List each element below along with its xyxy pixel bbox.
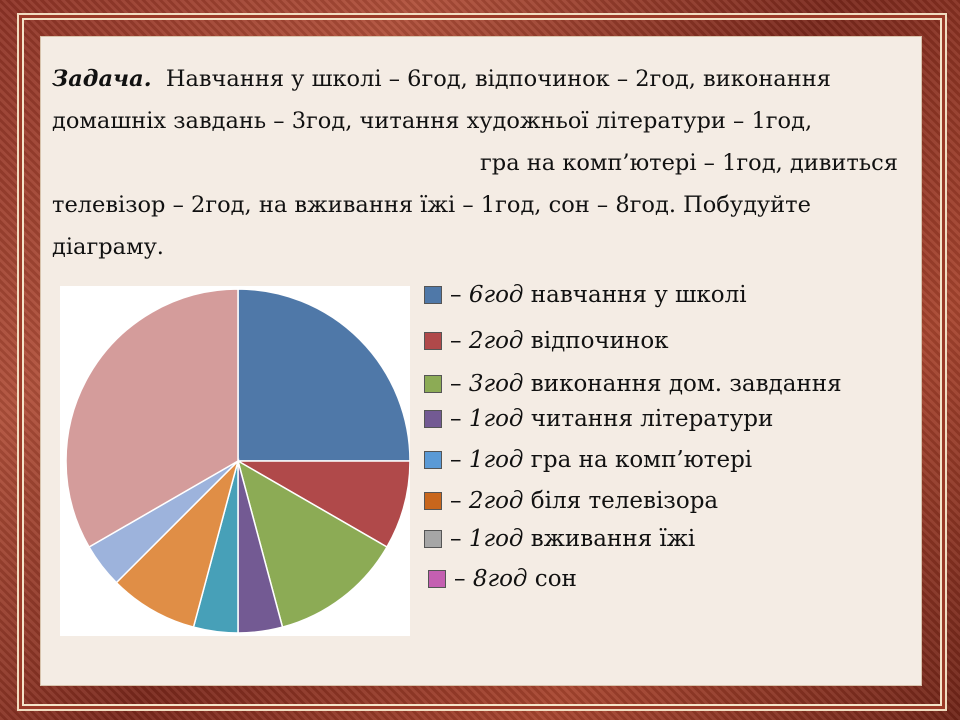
legend-activity: біля телевізора [523, 488, 719, 514]
legend-amount: 3год [468, 371, 524, 397]
legend-entry: – 1год читання літератури [424, 404, 773, 434]
task-line-3: гра на комп’ютері – 1год, дивиться [480, 150, 898, 176]
legend-swatch [424, 375, 442, 393]
legend-activity: відпочинок [523, 328, 669, 354]
task-line-1: Задача. Навчання у школі – 6год, відпочи… [52, 58, 952, 100]
legend-swatch [428, 570, 446, 588]
task-line-4: телевізор – 2год, на вживання їжі – 1год… [52, 192, 811, 218]
legend-amount: 2год [468, 328, 524, 354]
legend-label: – 2год біля телевізора [450, 488, 719, 514]
legend-activity: читання літератури [523, 406, 774, 432]
legend-label: – 8год сон [454, 566, 577, 592]
pie-slice-2 [235, 460, 411, 549]
legend-amount: 1год [468, 447, 524, 473]
legend-activity: гра на комп’ютері [523, 447, 753, 473]
legend-activity: вживання їжі [523, 526, 696, 552]
legend-swatch [424, 451, 442, 469]
legend-label: – 2год відпочинок [450, 328, 669, 354]
legend-entry: – 2год біля телевізора [424, 486, 718, 516]
legend-amount: 8год [472, 566, 528, 592]
legend-entry: – 2год відпочинок [424, 326, 669, 356]
legend-activity: виконання дом. завдання [523, 371, 842, 397]
legend-amount: 1год [468, 526, 524, 552]
legend-activity: сон [527, 566, 577, 592]
legend-label: – 1год вживання їжі [450, 526, 696, 552]
task-line-5: діаграму. [52, 234, 164, 260]
pie-slice-1 [237, 288, 411, 462]
frame-border [22, 18, 942, 706]
legend-label: – 6год навчання у школі [450, 282, 747, 308]
legend-swatch [424, 492, 442, 510]
legend-label: – 1год гра на комп’ютері [450, 447, 753, 473]
task-line-2: домашніх завдань – 3год, читання художнь… [52, 108, 813, 134]
pie-slice-8 [65, 288, 239, 549]
legend-swatch [424, 410, 442, 428]
legend-entry: – 6год навчання у школі [424, 280, 747, 310]
legend-amount: 1год [468, 406, 524, 432]
task-text: Задача. Навчання у школі – 6год, відпочи… [52, 58, 952, 268]
pie-slice-3 [236, 459, 388, 629]
legend-entry: – 3год виконання дом. завдання [424, 369, 842, 399]
task-heading: Задача. [52, 66, 152, 92]
legend-entry: – 1год вживання їжі [424, 524, 695, 554]
legend-entry: – 8год сон [428, 564, 577, 594]
pie-slice-6 [115, 458, 240, 629]
legend-activity: навчання у школі [523, 282, 747, 308]
pie-chart-area [60, 286, 411, 636]
legend-swatch [424, 286, 442, 304]
task-line-1-text: Навчання у школі – 6год, відпочинок – 2г… [165, 66, 831, 92]
legend-entry: – 1год гра на комп’ютері [424, 445, 752, 475]
pie-chart [65, 288, 411, 634]
legend-label: – 3год виконання дом. завдання [450, 371, 842, 397]
legend-swatch [424, 332, 442, 350]
legend-label: – 1год читання літератури [450, 406, 774, 432]
legend-swatch [424, 530, 442, 548]
legend-amount: 6год [468, 282, 524, 308]
legend-amount: 2год [468, 488, 524, 514]
